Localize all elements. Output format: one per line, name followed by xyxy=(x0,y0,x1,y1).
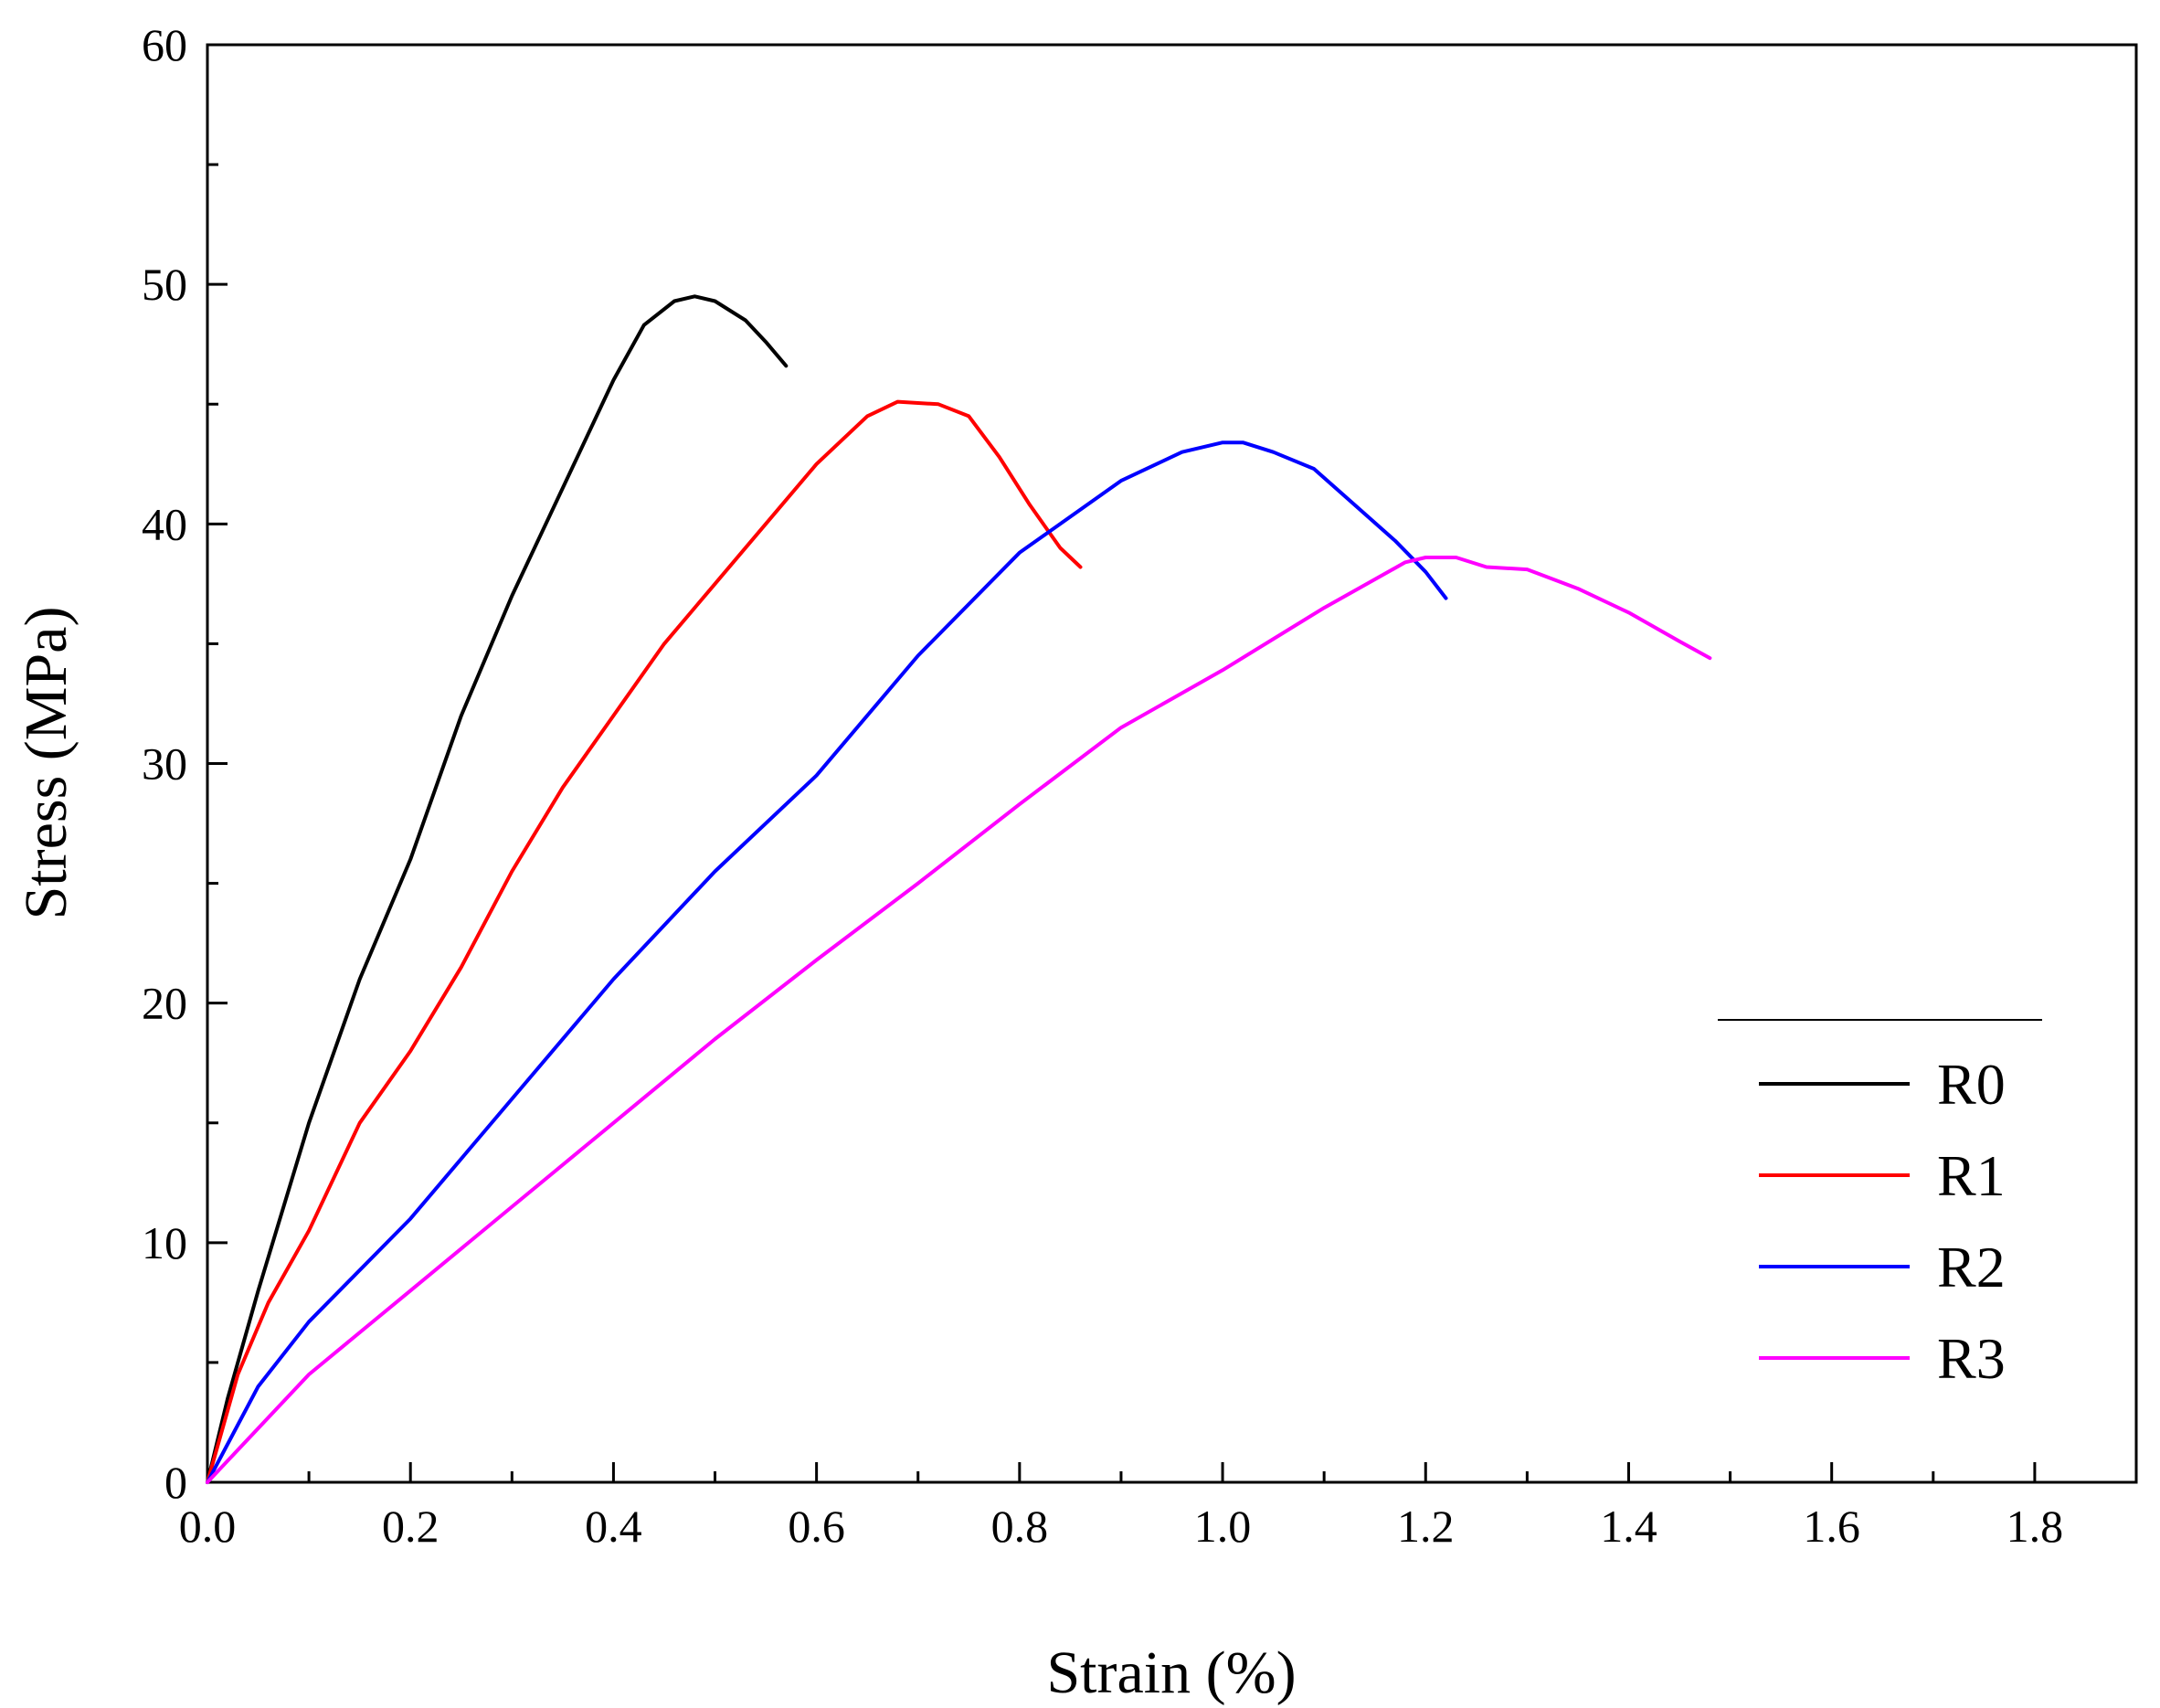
y-tick-label: 40 xyxy=(142,498,187,549)
x-axis-title: Strain (%) xyxy=(1046,1639,1296,1706)
y-tick-label: 20 xyxy=(142,978,187,1029)
x-tick-label: 1.0 xyxy=(1194,1501,1252,1552)
series-line-r1 xyxy=(206,399,1083,1484)
y-tick-label: 0 xyxy=(164,1457,187,1508)
y-tick-label: 30 xyxy=(142,738,187,790)
x-tick-label: 1.4 xyxy=(1600,1501,1657,1552)
series-line-r3 xyxy=(206,556,1712,1484)
y-axis-title: Stress (MPa) xyxy=(13,607,79,920)
legend-label-r0: R0 xyxy=(1937,1052,2006,1117)
x-tick-label: 1.2 xyxy=(1397,1501,1455,1552)
legend: R0 R1 R2 R3 xyxy=(1718,1019,2042,1391)
x-tick-label: 0.2 xyxy=(382,1501,439,1552)
series-layer xyxy=(206,294,1712,1484)
series-line-r0 xyxy=(206,294,789,1484)
legend-label-r1: R1 xyxy=(1937,1143,2006,1208)
x-tick-label: 1.6 xyxy=(1803,1501,1860,1552)
series-line-r2 xyxy=(206,440,1448,1484)
y-tick-label: 60 xyxy=(142,19,187,70)
x-tick-label: 0.4 xyxy=(585,1501,642,1552)
legend-label-r3: R3 xyxy=(1937,1326,2006,1391)
x-tick-label: 0.0 xyxy=(179,1501,237,1552)
x-tick-label: 1.8 xyxy=(2006,1501,2064,1552)
legend-label-r2: R2 xyxy=(1937,1235,2006,1300)
y-tick-label: 10 xyxy=(142,1217,187,1268)
x-tick-label: 0.6 xyxy=(788,1501,845,1552)
x-axis: 0.0 0.2 0.4 0.6 0.8 1.0 1.2 1.4 1.6 1.8 xyxy=(179,1462,2063,1552)
y-axis: 0 10 20 30 40 50 60 xyxy=(142,19,228,1508)
x-tick-label: 0.8 xyxy=(991,1501,1049,1552)
y-tick-label: 50 xyxy=(142,259,187,310)
